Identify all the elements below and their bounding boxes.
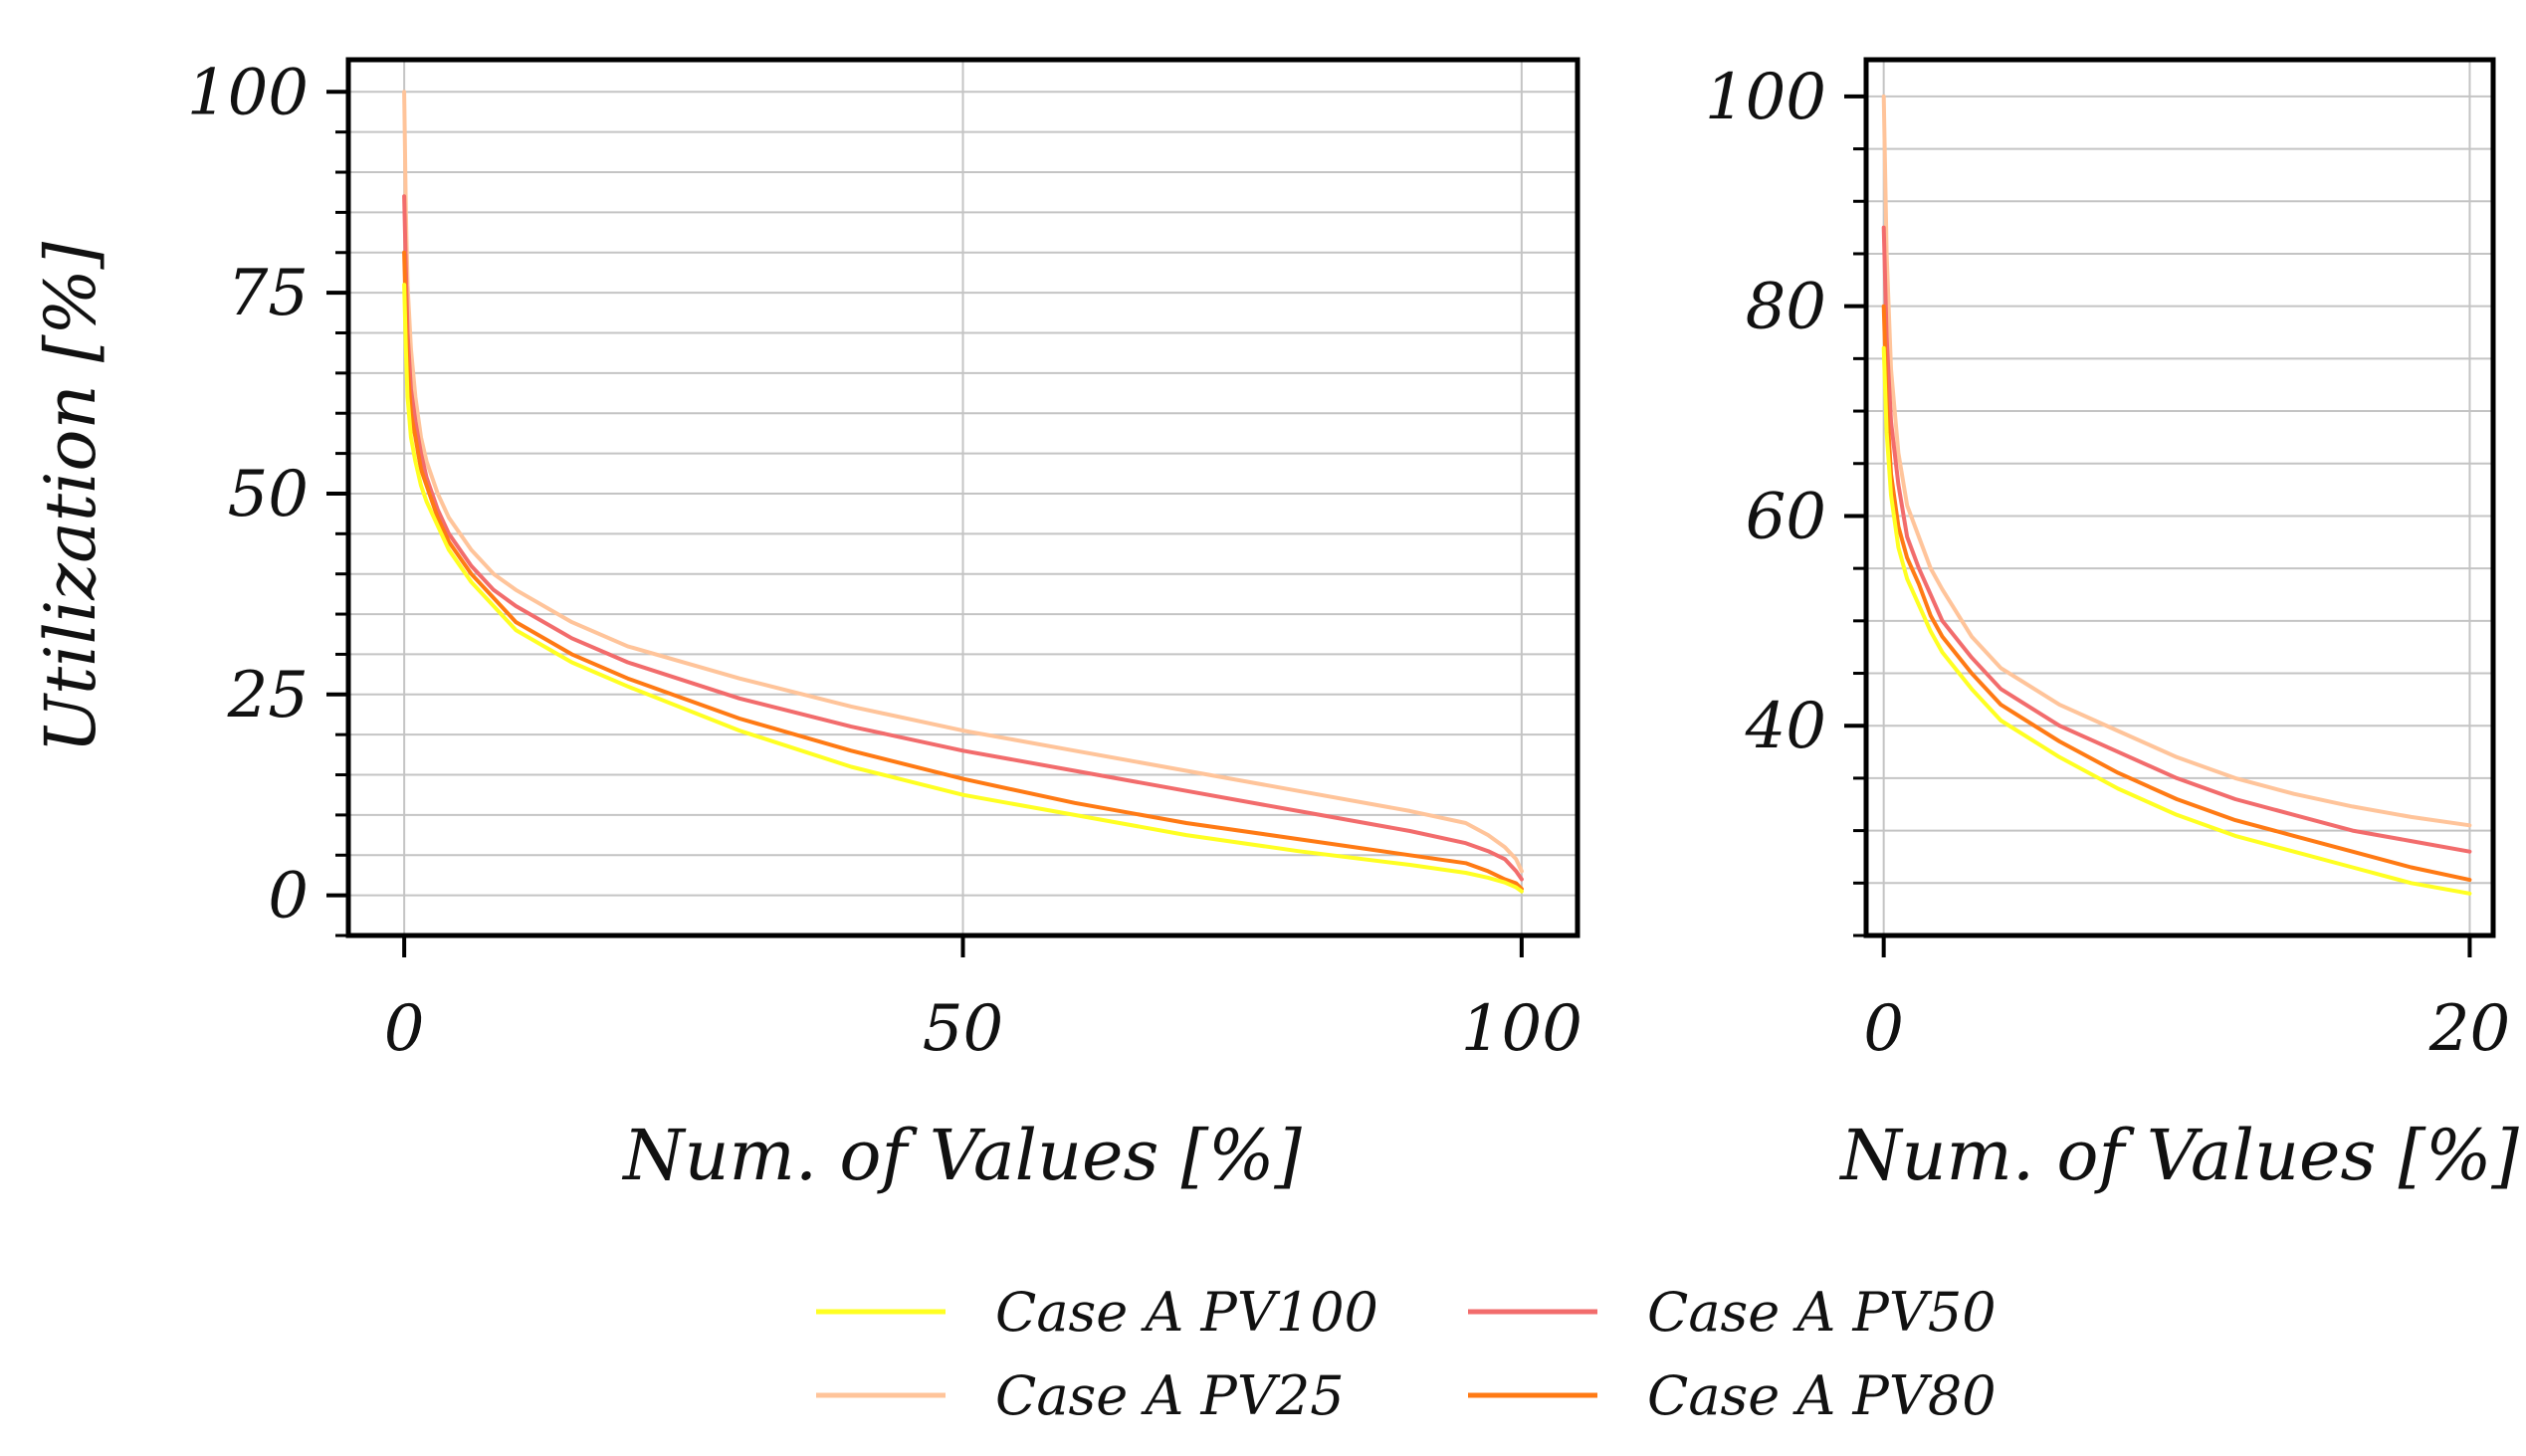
series-line-case-a-pv50 [1881,225,2472,854]
plot-frame [1863,57,2496,938]
legend-label-pv50: Case A PV50 [1647,1281,1997,1344]
x-axis-title: Num. of Values [%] [1838,1115,2519,1196]
series-line-case-a-pv80 [1881,304,2472,883]
chart-left: 0 25 50 75 100 0 50 100 Num. of Values [%] Utiliz… [30,56,1582,1196]
series-line-case-a-pv50 [402,194,1524,882]
legend-label-pv25: Case A PV25 [995,1364,1345,1427]
y-tick-label: 40 [1745,690,1826,763]
y-axis-title: Utilization [%] [30,241,111,753]
legend: Case A PV100 Case A PV50 Case A PV25 Cas… [816,1281,1997,1427]
series-line-case-a-pv100 [1881,345,2472,896]
y-tick-label: 75 [228,257,309,330]
y-tick-label: 0 [268,860,309,934]
y-tick-label: 100 [187,56,309,129]
x-tick-label: 100 [1461,992,1582,1066]
y-tick-label: 80 [1746,271,1826,344]
series-line-case-a-pv25 [402,90,1524,874]
series-line-case-a-pv80 [402,250,1524,892]
series-line-case-a-pv100 [402,283,1524,894]
x-tick-label: 0 [384,992,425,1066]
y-tick-label: 50 [228,458,309,531]
x-tick-label: 0 [1863,992,1904,1066]
y-tick-label: 25 [227,659,309,732]
chart-right: 40 60 80 100 0 20 Num. of Values [%] [1705,57,2519,1196]
x-tick-label: 50 [923,992,1003,1066]
x-tick-label: 20 [2428,992,2510,1066]
y-tick-label: 100 [1705,61,1826,134]
x-axis-title: Num. of Values [%] [621,1115,1302,1196]
legend-label-pv100: Case A PV100 [995,1281,1378,1344]
legend-label-pv80: Case A PV80 [1647,1364,1997,1427]
y-tick-label: 60 [1746,480,1826,553]
series-line-case-a-pv25 [1881,94,2472,828]
